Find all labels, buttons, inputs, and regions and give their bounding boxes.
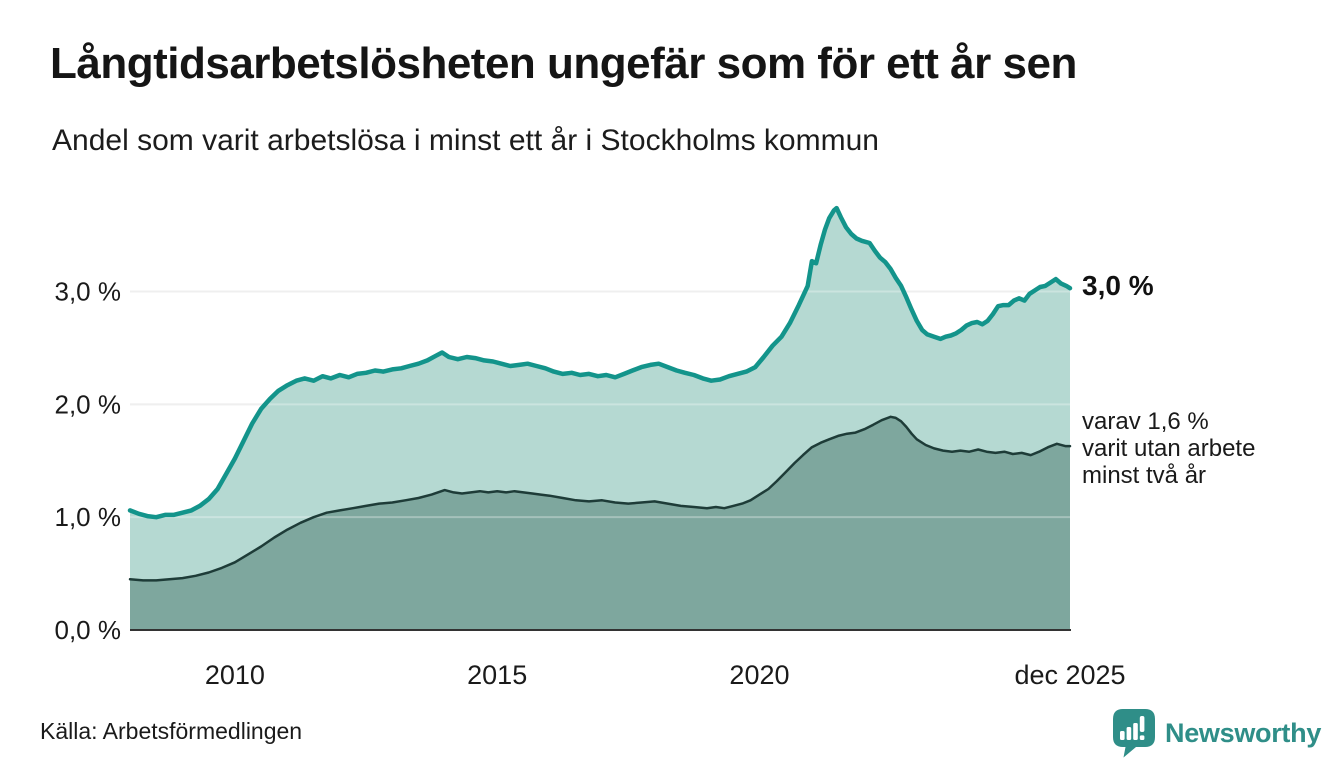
annotation-line-2: varit utan arbete (1082, 435, 1256, 462)
x-tick-label: 2010 (205, 660, 265, 690)
source-note: Källa: Arbetsförmedlingen (40, 718, 303, 744)
newsworthy-logo: Newsworthy (1112, 708, 1321, 758)
x-tick-label: 2015 (467, 660, 527, 690)
annotation-latest-total: 3,0 % (1082, 270, 1154, 301)
page-title: Långtidsarbetslösheten ungefär som för e… (50, 39, 1077, 88)
x-tick-label: 2020 (729, 660, 789, 690)
chart-subtitle: Andel som varit arbetslösa i minst ett å… (52, 124, 879, 157)
line-two-years (128, 415, 1072, 582)
y-tick-label: 2,0 % (55, 389, 122, 419)
line-one-year (127, 205, 1073, 520)
y-tick-label: 1,0 % (55, 502, 122, 532)
newsworthy-bubble-chart-icon (1113, 709, 1155, 758)
annotation-line-1: varav 1,6 % (1082, 408, 1209, 435)
y-tick-label: 3,0 % (55, 277, 122, 307)
x-tick-label: dec 2025 (1014, 660, 1125, 690)
newsworthy-wordmark: Newsworthy (1165, 717, 1322, 748)
area-fill-two-years (130, 416, 1070, 630)
annotation-two-years: varav 1,6 % varit utan arbete minst två … (1082, 408, 1255, 489)
y-tick-label: 0,0 % (55, 615, 122, 645)
annotation-line-3: minst två år (1082, 462, 1207, 489)
